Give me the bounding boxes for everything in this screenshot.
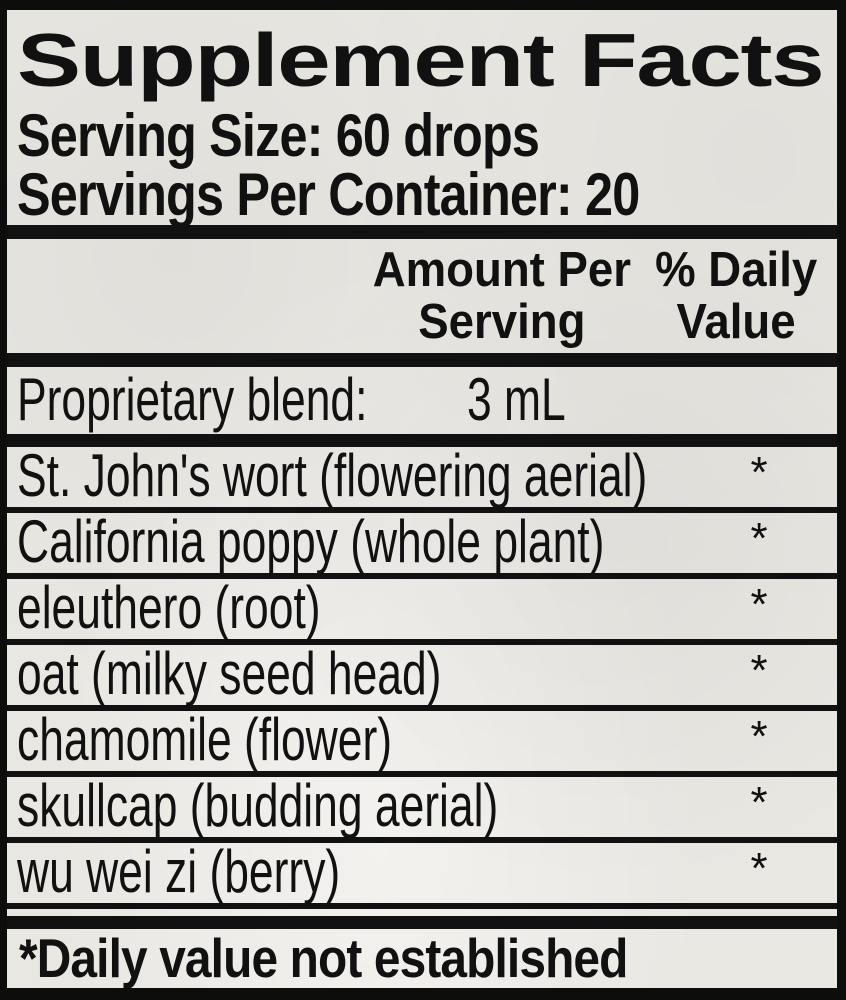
label-inner: Supplement Facts Serving Size: 60 drops … [7,10,837,988]
ingredient-name: wu wei zi (berry) [17,838,341,905]
ingredient-daily-value: * [750,448,768,497]
blend-amount: 3 mL [467,366,566,433]
ingredient-daily-value: * [750,580,768,629]
blend-name: Proprietary blend: [17,366,368,433]
spacer [7,909,837,916]
divider-thick [7,434,837,447]
proprietary-blend-row: Proprietary blend: 3 mL [7,367,837,434]
ingredient-rows: St. John's wort (flowering aerial) * Calif… [7,442,837,909]
divider-thick [7,225,837,239]
divider-thick [7,353,837,367]
serving-size-line: Serving Size: 60 drops [17,102,540,169]
divider-thick [7,916,837,929]
servings-per-container-line: Servings Per Container: 20 [17,161,640,228]
percent-daily-value-header: % Daily Value [654,243,818,349]
ingredient-row: skullcap (budding aerial) * [7,772,837,843]
ingredient-row: oat (milky seed head) * [7,640,837,711]
ingredient-daily-value: * [750,712,768,761]
panel-title: Supplement Facts [17,18,825,102]
ingredient-name: eleuthero (root) [17,574,321,641]
ingredient-row: eleuthero (root) * [7,574,837,645]
ingredient-daily-value: * [750,646,768,695]
ingredient-name: skullcap (budding aerial) [17,772,499,839]
ingredient-row: St. John's wort (flowering aerial) * [7,442,837,513]
ingredient-row: chamomile (flower) * [7,706,837,777]
ingredient-daily-value: * [750,514,768,563]
ingredient-name: California poppy (whole plant) [17,508,605,575]
column-headers: Amount Per Serving % Daily Value [7,239,837,353]
ingredient-name: St. John's wort (flowering aerial) [17,442,648,509]
ingredient-name: chamomile (flower) [17,706,393,773]
label-header: Supplement Facts Serving Size: 60 drops … [7,10,837,225]
ingredient-daily-value: * [750,844,768,893]
footnote: *Daily value not established [19,927,628,988]
ingredient-name: oat (milky seed head) [17,640,442,707]
ingredient-row: wu wei zi (berry) * [7,838,837,909]
ingredient-daily-value: * [750,778,768,827]
ingredient-row: California poppy (whole plant) * [7,508,837,579]
amount-per-serving-header: Amount Per Serving [372,243,632,349]
